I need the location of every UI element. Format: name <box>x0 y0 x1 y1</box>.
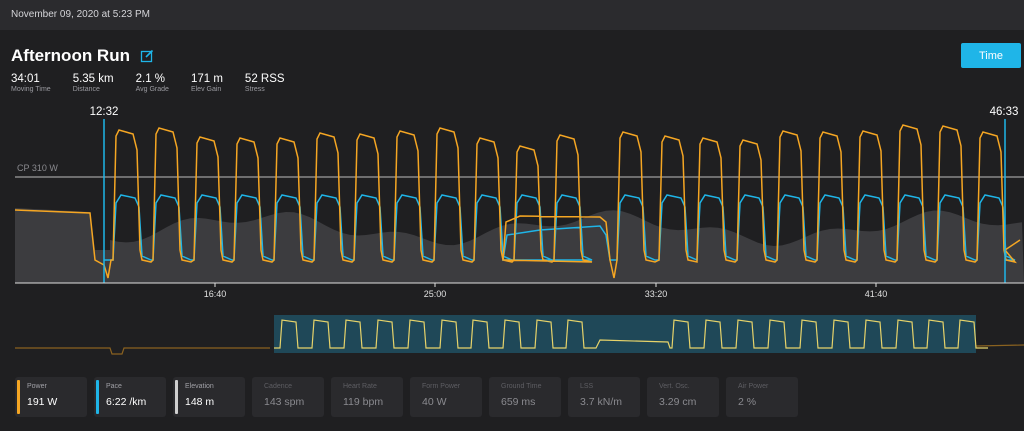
metric-card-vert-osc[interactable]: Vert. Osc. 3.29 cm <box>647 377 719 417</box>
metric-card-form-power[interactable]: Form Power 40 W <box>410 377 482 417</box>
x-tick-label: 41:40 <box>865 289 888 299</box>
stat-label: Distance <box>72 86 100 93</box>
activity-chart[interactable]: CP 310 W 12:32 46:33 16:40 25:00 33:20 4… <box>0 100 1024 310</box>
metric-label: Cadence <box>264 383 293 390</box>
metric-label: Vert. Osc. <box>659 383 690 390</box>
stat-value: 171 m <box>190 73 223 85</box>
stat-value: 2.1 % <box>135 73 166 85</box>
selection-start-label: 12:32 <box>90 106 119 118</box>
metric-card-lss[interactable]: LSS 3.7 kN/m <box>568 377 640 417</box>
metric-value: 2 % <box>738 396 757 408</box>
stat-distance: 5.35 km Distance <box>73 73 114 93</box>
metric-value: 659 ms <box>501 396 536 408</box>
metric-value: 6:22 /km <box>106 396 147 408</box>
stat-label: Elev Gain <box>190 86 222 93</box>
metric-card-air-power[interactable]: Air Power 2 % <box>726 377 798 417</box>
x-tick-label: 33:20 <box>645 289 668 299</box>
activity-title: Afternoon Run <box>11 46 130 65</box>
stat-elev-gain: 171 m Elev Gain <box>191 73 223 93</box>
metric-value: 119 bpm <box>343 396 384 408</box>
stat-value: 5.35 km <box>72 73 114 85</box>
x-tick-label: 16:40 <box>204 289 227 299</box>
metric-card-power[interactable]: Power 191 W <box>15 377 87 417</box>
title-row: Afternoon Run <box>11 46 154 66</box>
stat-stress: 52 RSS Stress <box>245 73 285 93</box>
metric-value: 191 W <box>27 396 58 408</box>
stat-label: Avg Grade <box>135 86 169 93</box>
elevation-area <box>15 208 1024 283</box>
metric-card-heart-rate[interactable]: Heart Rate 119 bpm <box>331 377 403 417</box>
metric-value: 3.29 cm <box>659 396 697 408</box>
metric-color-bar <box>96 380 99 414</box>
stat-label: Stress <box>244 86 265 93</box>
metric-label: Elevation <box>185 383 214 390</box>
metric-cards: Power 191 W Pace 6:22 /km Elevation 148 m C… <box>15 377 798 417</box>
metric-label: LSS <box>580 383 594 390</box>
time-button[interactable]: Time <box>961 43 1021 68</box>
metric-label: Air Power <box>738 383 769 390</box>
overview-power-selected <box>274 319 988 349</box>
metric-label: Pace <box>106 383 122 390</box>
stat-value: 52 RSS <box>244 73 285 85</box>
x-tick-label: 25:00 <box>424 289 447 299</box>
top-bar: November 09, 2020 at 5:23 PM <box>0 0 1024 30</box>
selection-end-label: 46:33 <box>990 106 1019 118</box>
metric-color-bar <box>175 380 178 414</box>
metric-value: 143 spm <box>264 396 305 408</box>
metric-value: 3.7 kN/m <box>580 396 623 408</box>
metric-card-ground-time[interactable]: Ground Time 659 ms <box>489 377 561 417</box>
metric-label: Form Power <box>422 383 461 390</box>
edit-icon[interactable] <box>140 49 154 63</box>
summary-stats: 34:01 Moving Time 5.35 km Distance 2.1 % Av… <box>11 73 307 93</box>
stat-avg-grade: 2.1 % Avg Grade <box>136 73 169 93</box>
metric-color-bar <box>17 380 20 414</box>
metric-card-cadence[interactable]: Cadence 143 spm <box>252 377 324 417</box>
overview-power-outside <box>15 344 1024 355</box>
metric-label: Ground Time <box>501 383 542 390</box>
stat-moving-time: 34:01 Moving Time <box>11 73 51 93</box>
metric-card-pace[interactable]: Pace 6:22 /km <box>94 377 166 417</box>
cp-label: CP 310 W <box>17 163 58 173</box>
metric-label: Power <box>27 383 47 390</box>
metric-value: 40 W <box>422 396 447 408</box>
stat-value: 34:01 <box>11 73 40 85</box>
metric-card-elevation[interactable]: Elevation 148 m <box>173 377 245 417</box>
overview-chart[interactable] <box>0 310 1024 360</box>
stat-label: Moving Time <box>11 86 51 93</box>
metric-label: Heart Rate <box>343 383 377 390</box>
activity-date: November 09, 2020 at 5:23 PM <box>11 9 150 20</box>
power-series <box>14 124 1021 279</box>
metric-value: 148 m <box>185 396 215 408</box>
